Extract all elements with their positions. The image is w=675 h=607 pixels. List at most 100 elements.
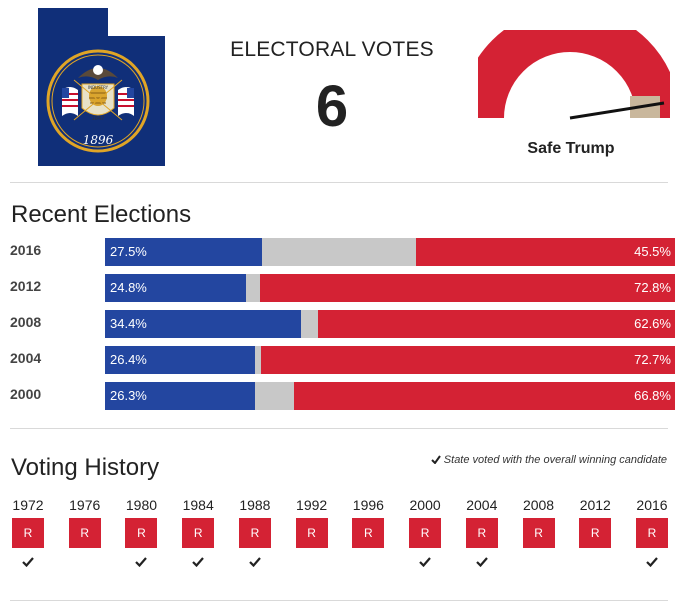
check-icon xyxy=(646,557,658,568)
election-year: 2008 xyxy=(10,314,42,330)
election-row: 2016 27.5% 45.5% xyxy=(10,238,675,266)
history-item: 1984 R xyxy=(178,497,218,568)
party-badge: R xyxy=(409,518,442,548)
election-year: 2016 xyxy=(10,242,42,258)
history-year: 1984 xyxy=(182,497,214,513)
history-item: 1996 R xyxy=(348,497,388,568)
party-badge: R xyxy=(12,518,44,548)
party-badge: R xyxy=(636,518,668,548)
other-segment xyxy=(255,346,261,374)
election-row: 2012 24.8% 72.8% xyxy=(10,274,675,302)
history-year: 2000 xyxy=(409,497,441,513)
election-bar: 26.3% 66.8% xyxy=(105,382,675,410)
flag-motto: INDUSTRY xyxy=(88,85,109,90)
dem-percent: 27.5% xyxy=(110,244,147,259)
election-bar: 24.8% 72.8% xyxy=(105,274,675,302)
divider xyxy=(10,600,668,601)
dem-percent: 34.4% xyxy=(110,316,147,331)
electoral-votes-label: ELECTORAL VOTES xyxy=(230,38,434,61)
party-badge: R xyxy=(465,518,498,548)
election-bar: 27.5% 45.5% xyxy=(105,238,675,266)
history-year: 1976 xyxy=(69,497,101,513)
dem-segment: 26.4% xyxy=(105,346,256,374)
history-year: 1992 xyxy=(296,497,328,513)
check-icon xyxy=(22,557,34,568)
rep-segment: 72.7% xyxy=(260,346,675,374)
history-item: 1992 R xyxy=(292,497,332,568)
dem-percent: 26.3% xyxy=(110,388,147,403)
rep-percent: 45.5% xyxy=(634,244,671,259)
check-icon xyxy=(192,557,205,568)
dem-segment: 34.4% xyxy=(105,310,302,338)
history-item: 1972 R xyxy=(8,497,48,568)
gauge-arc-red xyxy=(478,30,670,119)
voting-history-title: Voting History xyxy=(11,454,160,481)
rating-label: Safe Trump xyxy=(527,140,615,157)
divider xyxy=(10,182,668,183)
check-icon xyxy=(419,557,431,568)
party-badge: R xyxy=(295,518,328,548)
history-item: 1988 R xyxy=(235,497,275,568)
winner-legend-text: State voted with the overall winning can… xyxy=(443,454,667,466)
history-item: 2012 R xyxy=(575,497,615,568)
election-row: 2008 34.4% 62.6% xyxy=(10,310,675,338)
dem-segment: 26.3% xyxy=(105,382,255,410)
history-year: 2004 xyxy=(466,497,498,513)
election-row: 2004 26.4% 72.7% xyxy=(10,346,675,374)
history-item: 1976 R xyxy=(65,497,105,568)
history-item: 2004 R xyxy=(462,497,502,568)
other-segment xyxy=(301,310,319,338)
check-icon xyxy=(476,557,488,568)
election-year: 2000 xyxy=(10,386,42,402)
election-row: 2000 26.3% 66.8% xyxy=(10,382,675,410)
dem-segment: 24.8% xyxy=(105,274,247,302)
rating-gauge xyxy=(478,30,670,120)
history-year: 1996 xyxy=(352,497,384,513)
rep-segment: 72.8% xyxy=(260,274,675,302)
history-item: 1980 R xyxy=(121,497,161,568)
history-year: 1988 xyxy=(239,497,271,513)
election-year: 2004 xyxy=(10,350,42,366)
party-badge: R xyxy=(68,518,101,548)
election-bar: 26.4% 72.7% xyxy=(105,346,675,374)
flag-date: 1847 xyxy=(92,116,105,122)
history-year: 2012 xyxy=(579,497,611,513)
elections-chart: 2016 27.5% 45.5% 2012 24.8% 72.8% 2008 3… xyxy=(10,238,675,418)
dem-segment: 27.5% xyxy=(105,238,262,266)
rep-percent: 66.8% xyxy=(634,388,671,403)
other-segment xyxy=(246,274,261,302)
check-icon xyxy=(431,455,441,465)
history-year: 1972 xyxy=(12,497,44,513)
election-year: 2012 xyxy=(10,278,42,294)
recent-elections-title: Recent Elections xyxy=(11,201,192,228)
winner-legend: State voted with the overall winning can… xyxy=(431,454,667,466)
rep-segment: 45.5% xyxy=(415,238,675,266)
dem-percent: 26.4% xyxy=(110,352,147,367)
other-segment xyxy=(254,382,295,410)
dem-percent: 24.8% xyxy=(110,280,147,295)
history-year: 2016 xyxy=(636,497,668,513)
party-badge: R xyxy=(522,518,555,548)
party-badge: R xyxy=(579,518,612,548)
electoral-votes-count: 6 xyxy=(315,74,349,139)
other-segment xyxy=(261,238,416,266)
check-icon xyxy=(249,557,261,568)
check-icon xyxy=(135,557,148,568)
gauge-needle xyxy=(569,101,665,120)
rep-segment: 62.6% xyxy=(318,310,675,338)
party-badge: R xyxy=(238,518,271,548)
party-badge: R xyxy=(182,518,215,548)
rep-percent: 62.6% xyxy=(634,316,671,331)
history-year: 1980 xyxy=(125,497,158,513)
rep-segment: 66.8% xyxy=(294,382,675,410)
flag-year: 1896 xyxy=(83,133,114,147)
history-item: 2008 R xyxy=(519,497,559,568)
history-year: 2008 xyxy=(522,497,555,513)
rep-percent: 72.7% xyxy=(634,352,671,367)
electoral-votes: ELECTORAL VOTES 6 xyxy=(218,38,446,136)
rep-percent: 72.8% xyxy=(634,280,671,295)
election-bar: 34.4% 62.6% xyxy=(105,310,675,338)
divider xyxy=(10,428,668,429)
history-item: 2000 R xyxy=(405,497,445,568)
party-badge: R xyxy=(125,518,158,548)
